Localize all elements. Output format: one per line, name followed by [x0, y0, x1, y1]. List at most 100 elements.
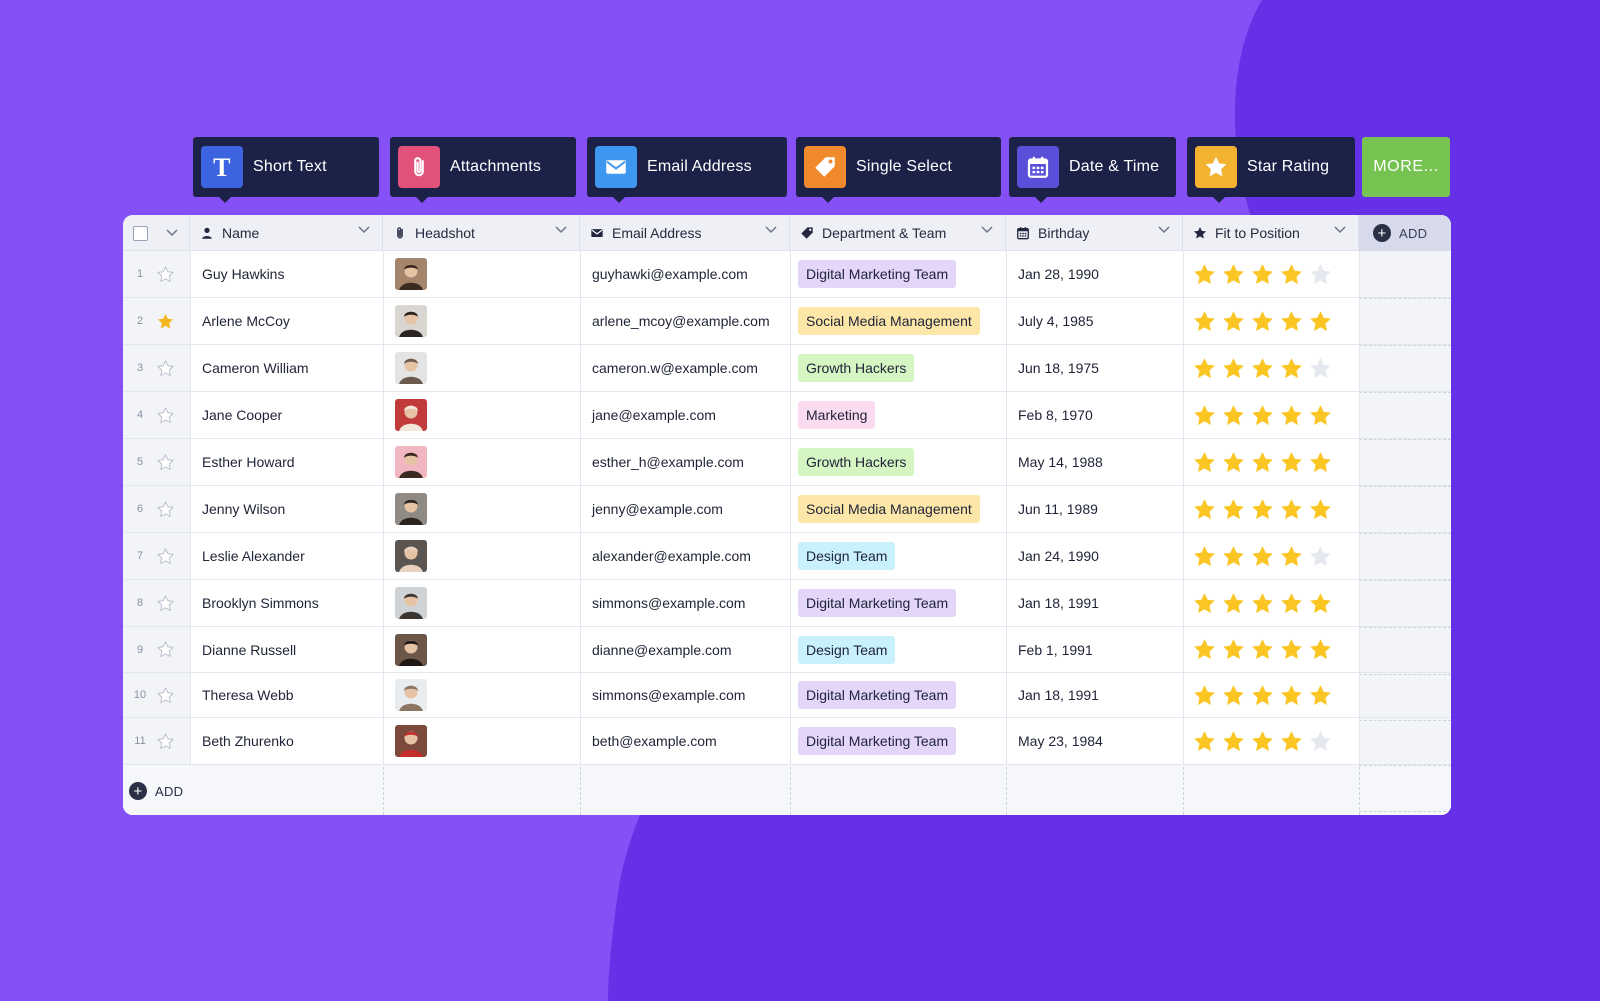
department-tag[interactable]: Marketing: [798, 401, 876, 429]
rating-star-icon[interactable]: [1193, 404, 1216, 427]
select-all-checkbox[interactable]: [133, 225, 148, 241]
rating-star-icon[interactable]: [1193, 357, 1216, 380]
rating-star-icon[interactable]: [1251, 357, 1274, 380]
email-cell[interactable]: alexander@example.com: [592, 548, 751, 564]
rating-star-icon[interactable]: [1222, 545, 1245, 568]
name-cell[interactable]: Esther Howard: [202, 454, 295, 470]
rating-star-icon[interactable]: [1222, 451, 1245, 474]
rating-star-icon[interactable]: [1193, 730, 1216, 753]
email-cell[interactable]: cameron.w@example.com: [592, 360, 758, 376]
column-header-name[interactable]: Name: [190, 215, 383, 251]
name-cell[interactable]: Guy Hawkins: [202, 266, 285, 282]
rating-star-icon[interactable]: [1309, 498, 1332, 521]
rating-cell[interactable]: [1193, 392, 1353, 438]
email-cell[interactable]: simmons@example.com: [592, 687, 746, 703]
name-cell[interactable]: Brooklyn Simmons: [202, 595, 319, 611]
table-row[interactable]: 5 Esther Howard esther_h@example.com Gro…: [123, 439, 1451, 486]
birthday-cell[interactable]: Feb 1, 1991: [1018, 641, 1093, 658]
rating-star-icon[interactable]: [1222, 404, 1245, 427]
chevron-down-icon[interactable]: [555, 226, 567, 234]
favorite-star-icon[interactable]: [157, 686, 174, 704]
rating-star-icon[interactable]: [1309, 684, 1332, 707]
star-rating[interactable]: [1193, 404, 1332, 427]
rating-star-icon[interactable]: [1309, 730, 1332, 753]
table-row[interactable]: 8 Brooklyn Simmons simmons@example.com D…: [123, 580, 1451, 627]
column-header-department-team[interactable]: Department & Team: [790, 215, 1006, 251]
table-row[interactable]: 10 Theresa Webb simmons@example.com Digi…: [123, 673, 1451, 718]
avatar[interactable]: [395, 679, 427, 711]
birthday-cell[interactable]: Jan 24, 1990: [1018, 548, 1099, 564]
field-type-date-time-button[interactable]: Date & Time: [1009, 137, 1176, 203]
email-cell[interactable]: jane@example.com: [592, 407, 716, 423]
email-cell[interactable]: jenny@example.com: [592, 501, 723, 517]
add-column-button[interactable]: + ADD: [1359, 215, 1451, 251]
name-cell[interactable]: Arlene McCoy: [202, 313, 290, 329]
rating-star-icon[interactable]: [1193, 638, 1216, 661]
email-cell[interactable]: guyhawki@example.com: [592, 266, 748, 282]
department-cell[interactable]: Growth Hackers: [798, 439, 1003, 485]
email-cell[interactable]: esther_h@example.com: [592, 454, 744, 470]
rating-cell[interactable]: [1193, 627, 1353, 672]
email-cell[interactable]: arlene_mcoy@example.com: [592, 313, 770, 329]
add-row-button[interactable]: + ADD: [129, 782, 183, 800]
star-rating[interactable]: [1193, 451, 1332, 474]
name-cell[interactable]: Jane Cooper: [202, 407, 283, 423]
star-rating[interactable]: [1193, 730, 1332, 753]
avatar[interactable]: [395, 633, 427, 666]
rating-star-icon[interactable]: [1222, 638, 1245, 661]
avatar[interactable]: [395, 352, 427, 384]
chevron-down-icon[interactable]: [981, 226, 993, 234]
rating-cell[interactable]: [1193, 486, 1353, 532]
rating-star-icon[interactable]: [1251, 730, 1274, 753]
rating-star-icon[interactable]: [1251, 545, 1274, 568]
favorite-star-icon[interactable]: [157, 313, 174, 330]
rating-star-icon[interactable]: [1193, 451, 1216, 474]
rating-star-icon[interactable]: [1251, 592, 1274, 615]
favorite-star-icon[interactable]: [157, 641, 174, 658]
column-header-birthday[interactable]: Birthday: [1006, 215, 1183, 251]
star-rating[interactable]: [1193, 545, 1332, 568]
birthday-cell[interactable]: Jun 11, 1989: [1018, 501, 1098, 517]
birthday-cell[interactable]: Feb 8, 1970: [1018, 407, 1093, 423]
avatar[interactable]: [395, 446, 427, 478]
email-cell[interactable]: beth@example.com: [592, 733, 717, 749]
rating-cell[interactable]: [1193, 251, 1353, 297]
name-cell[interactable]: Jenny Wilson: [202, 501, 286, 517]
department-cell[interactable]: Digital Marketing Team: [798, 673, 1003, 717]
rating-star-icon[interactable]: [1309, 592, 1332, 615]
rating-cell[interactable]: [1193, 673, 1353, 717]
rating-star-icon[interactable]: [1193, 545, 1216, 568]
more-field-types-button[interactable]: MORE...: [1362, 137, 1450, 197]
name-cell[interactable]: Theresa Webb: [202, 687, 294, 703]
rating-star-icon[interactable]: [1251, 404, 1274, 427]
favorite-star-icon[interactable]: [157, 359, 174, 377]
rating-cell[interactable]: [1193, 533, 1353, 579]
headshot-cell[interactable]: [395, 718, 575, 764]
birthday-cell[interactable]: May 14, 1988: [1018, 454, 1103, 470]
rating-star-icon[interactable]: [1193, 684, 1216, 707]
favorite-star-icon[interactable]: [157, 406, 174, 424]
rating-star-icon[interactable]: [1251, 638, 1274, 661]
department-tag[interactable]: Design Team: [798, 635, 896, 664]
rating-star-icon[interactable]: [1193, 263, 1216, 286]
table-row[interactable]: 7 Leslie Alexander alexander@example.com…: [123, 533, 1451, 580]
rating-star-icon[interactable]: [1280, 310, 1303, 333]
favorite-star-icon[interactable]: [157, 500, 174, 518]
table-row[interactable]: 11 Beth Zhurenko beth@example.com Digita…: [123, 718, 1451, 765]
field-type-email-address-button[interactable]: Email Address: [587, 137, 787, 203]
email-cell[interactable]: simmons@example.com: [592, 595, 746, 611]
avatar[interactable]: [395, 399, 427, 431]
chevron-down-icon[interactable]: [765, 226, 777, 234]
avatar[interactable]: [395, 725, 427, 757]
department-cell[interactable]: Social Media Management: [798, 486, 1003, 532]
avatar[interactable]: [395, 540, 427, 572]
headshot-cell[interactable]: [395, 673, 575, 717]
favorite-star-icon[interactable]: [157, 265, 174, 283]
rating-star-icon[interactable]: [1309, 263, 1332, 286]
star-rating[interactable]: [1193, 498, 1332, 521]
birthday-cell[interactable]: Jan 28, 1990: [1018, 266, 1099, 282]
rating-cell[interactable]: [1193, 580, 1353, 626]
table-row[interactable]: 2 Arlene McCoy arlene_mcoy@example.com S…: [123, 298, 1451, 345]
headshot-cell[interactable]: [395, 533, 575, 579]
chevron-down-icon[interactable]: [358, 226, 370, 234]
